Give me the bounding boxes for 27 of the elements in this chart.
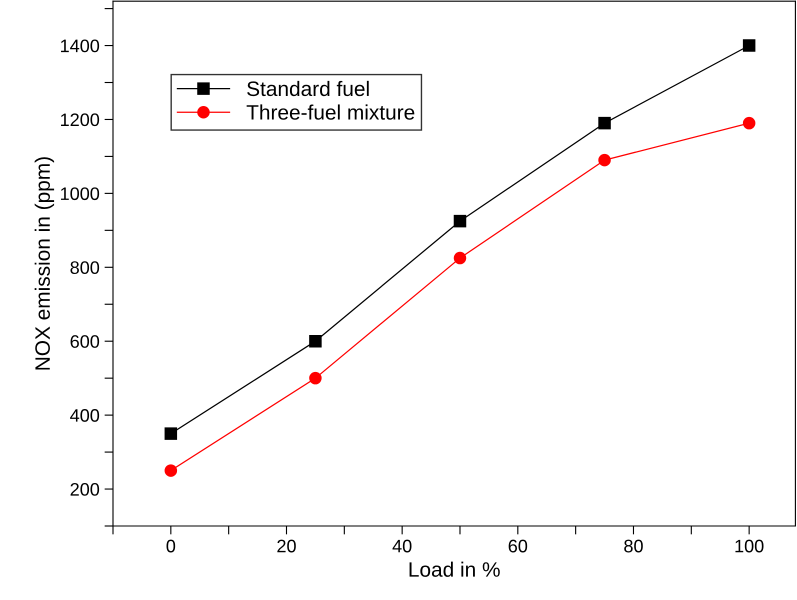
- x-tick-label: 20: [277, 540, 296, 552]
- x-tick-label: 0: [166, 540, 176, 552]
- y-tick-label: 600: [70, 335, 100, 348]
- legend-label: Three-fuel mixture: [246, 104, 414, 120]
- point: [742, 116, 756, 130]
- x-axis-title: Load in %: [410, 562, 500, 577]
- x-tick-label: 60: [508, 540, 528, 552]
- x-tick-label: 80: [624, 540, 643, 552]
- y-tick-label: 800: [70, 261, 100, 274]
- point: [454, 252, 466, 264]
- y-tick-label: 1200: [61, 113, 100, 126]
- y-axis-title: NOX emission in (ppm): [34, 157, 54, 370]
- point: [164, 427, 178, 440]
- point: [309, 334, 322, 348]
- y-tick-label: 1000: [61, 187, 100, 200]
- x-tick-label: 40: [392, 540, 412, 552]
- point: [454, 214, 466, 228]
- y-tick-label: 200: [70, 482, 100, 496]
- point: [164, 464, 178, 477]
- y-tick-label: 1400: [61, 39, 100, 52]
- point: [309, 372, 322, 384]
- legend-label: Standard fuel: [247, 80, 369, 96]
- y-tick-label: 400: [70, 409, 100, 422]
- point: [742, 39, 756, 52]
- x-tick-label: 100: [735, 540, 764, 552]
- point: [598, 154, 611, 166]
- point: [598, 116, 611, 130]
